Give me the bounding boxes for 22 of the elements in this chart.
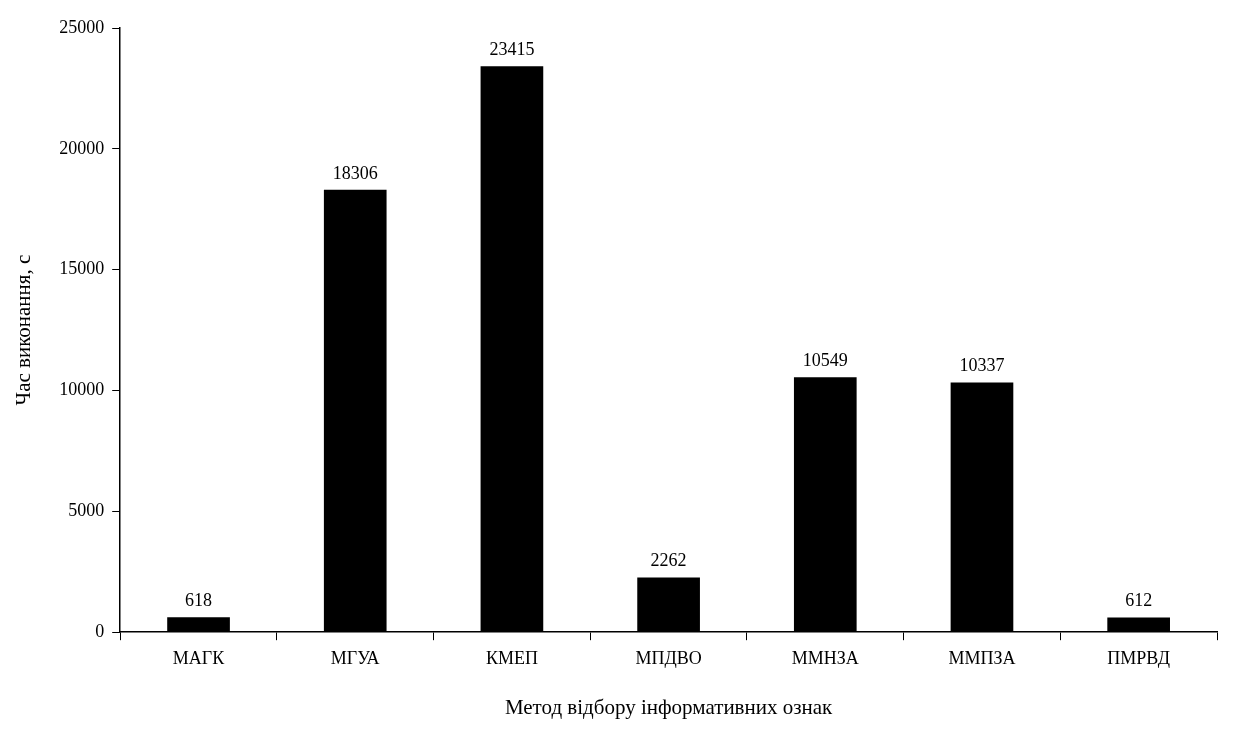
data-label: 2262	[650, 550, 687, 571]
data-label: 18306	[332, 162, 378, 183]
data-label: 10549	[802, 349, 848, 370]
y-tick-label: 0	[95, 620, 105, 641]
y-tick-label: 15000	[59, 258, 105, 279]
data-label: 23415	[489, 39, 535, 60]
x-tick-label: МПДВО	[635, 647, 702, 668]
y-tick-label: 5000	[68, 500, 105, 521]
data-label: 612	[1125, 590, 1153, 611]
data-label: 10337	[959, 355, 1005, 376]
x-tick-label: МАГК	[172, 647, 226, 668]
x-tick-label: ПМРВД	[1107, 647, 1170, 668]
x-tick-label: КМЕП	[485, 647, 538, 668]
data-label: 618	[185, 590, 213, 610]
y-tick-label: 25000	[59, 16, 105, 37]
y-axis-title: Час виконання, с	[11, 254, 36, 406]
x-tick-label: ММПЗА	[948, 647, 1016, 668]
y-tick-label: 10000	[59, 379, 105, 400]
x-axis-title: Метод відбору інформативних ознак	[504, 694, 834, 719]
x-tick-label: ММНЗА	[791, 647, 859, 668]
x-tick-label: МГУА	[330, 647, 380, 668]
y-tick-label: 20000	[59, 137, 105, 158]
